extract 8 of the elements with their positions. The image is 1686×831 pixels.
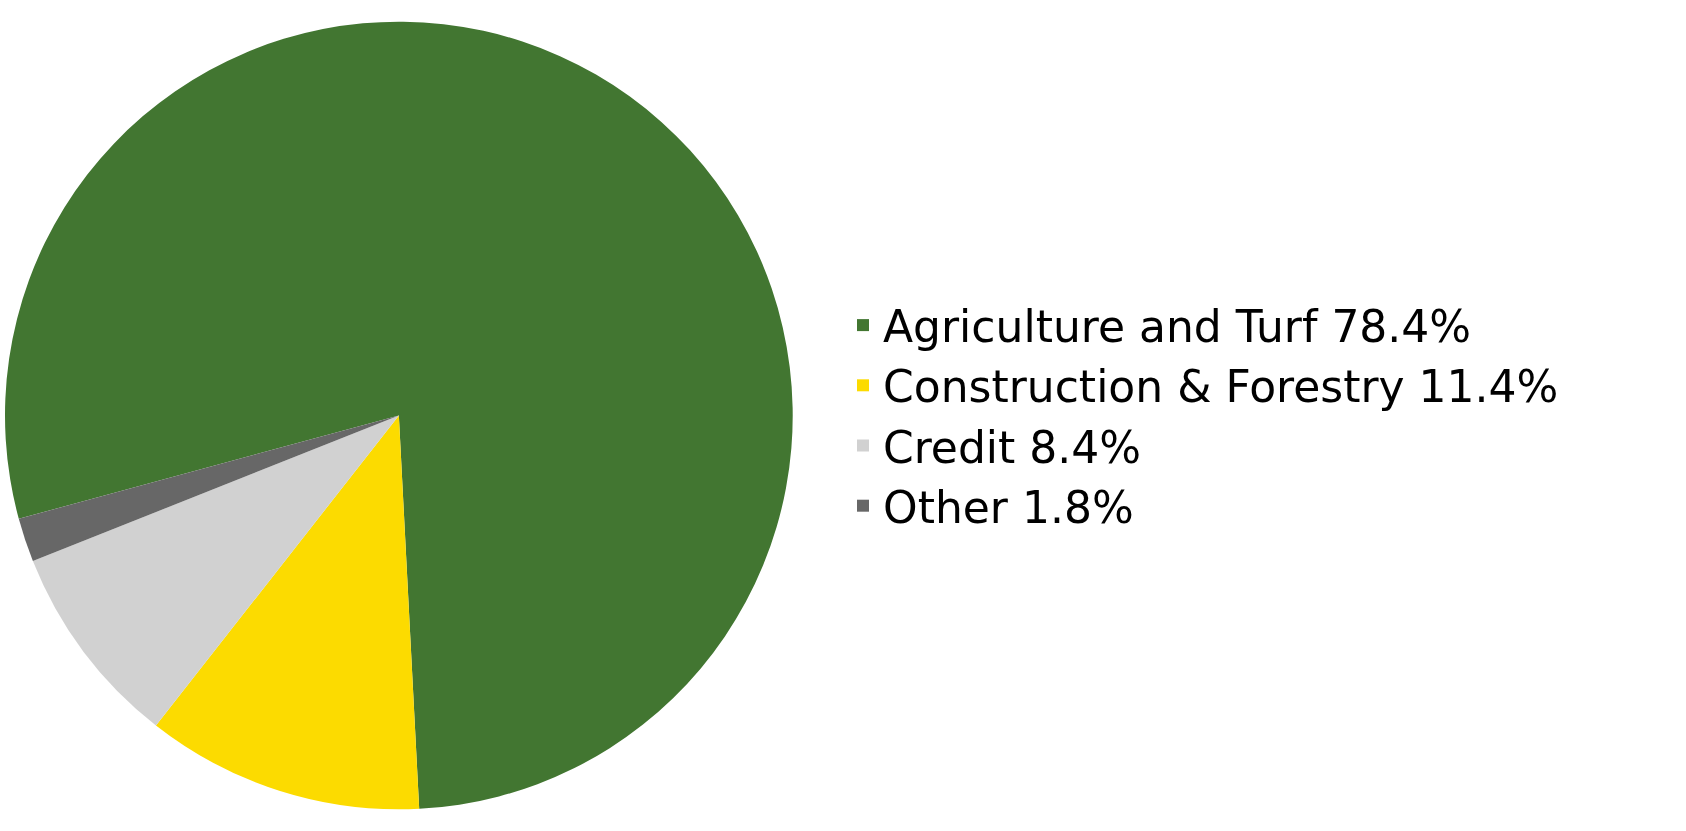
pie-slice bbox=[18, 415, 399, 561]
legend-label: Construction & Forestry 11.4% bbox=[883, 361, 1559, 413]
pie-slice bbox=[5, 21, 793, 809]
legend-label: Other 1.8% bbox=[883, 481, 1134, 533]
pie-slice bbox=[32, 415, 399, 726]
legend-label: Agriculture and Turf 78.4% bbox=[883, 301, 1472, 353]
legend-label: Credit 8.4% bbox=[883, 421, 1142, 473]
pie-slice bbox=[155, 415, 420, 809]
